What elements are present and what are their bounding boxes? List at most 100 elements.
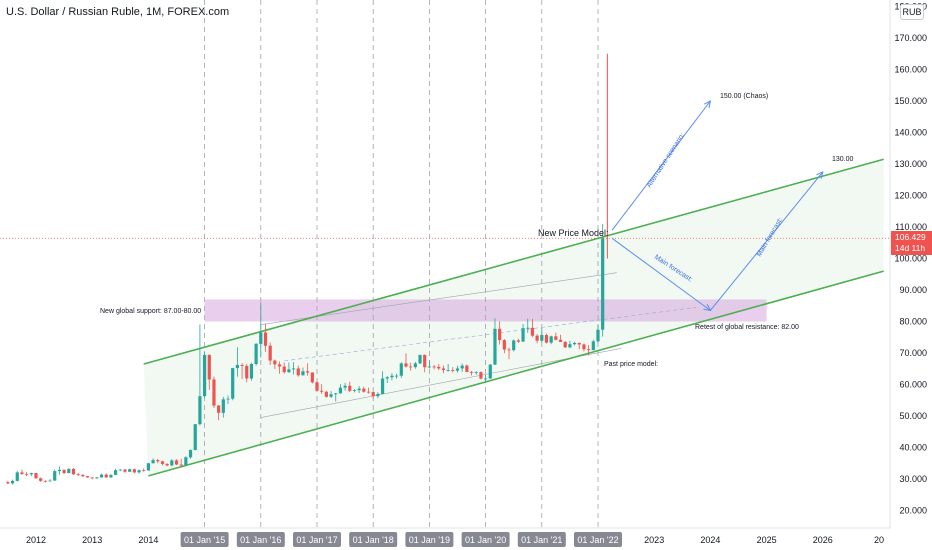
candle-body (455, 368, 460, 371)
candle (123, 468, 127, 473)
candle-body (160, 461, 165, 464)
candle-body (67, 468, 71, 474)
candle-body (95, 477, 99, 479)
candle (118, 469, 122, 472)
price-tick-label: 100.000 (894, 254, 927, 264)
candle-body (338, 387, 343, 394)
time-tick-highlight (461, 532, 510, 547)
candle (245, 363, 249, 383)
candle-body (217, 405, 221, 413)
candle-body (432, 366, 436, 368)
candle (484, 374, 488, 382)
past-model-label: Past price model: (604, 361, 658, 368)
candle (315, 381, 319, 392)
candle-body (324, 391, 328, 397)
candle-body (409, 366, 413, 368)
candle (540, 328, 544, 343)
candle (146, 462, 150, 471)
past-model-line (260, 347, 622, 418)
candle (563, 341, 567, 348)
candle-body (540, 335, 544, 341)
candle-body (544, 335, 549, 343)
candle-body (418, 354, 422, 364)
candle-body (488, 364, 492, 379)
time-tick-label: 01 Jan '15 (184, 535, 225, 545)
candle-body (530, 327, 535, 336)
candle-body (137, 470, 141, 473)
candle (151, 458, 155, 464)
candle (254, 342, 258, 366)
candle (212, 376, 216, 409)
candle (469, 370, 474, 376)
candle-body (376, 393, 380, 397)
candle-body (81, 474, 85, 477)
candle (81, 474, 85, 478)
candle-body (282, 366, 286, 373)
candle (502, 339, 506, 354)
candles-layer (6, 223, 605, 485)
candle-body (413, 363, 417, 368)
candle-body (310, 372, 314, 383)
channel-upper-line (143, 158, 884, 365)
candle (582, 343, 586, 352)
candle (376, 392, 380, 399)
candle (558, 334, 563, 342)
candle (409, 362, 413, 371)
candle-body (15, 472, 19, 481)
candle (395, 373, 399, 379)
candle-body (174, 460, 179, 465)
time-tick-label: 2023 (644, 535, 664, 545)
time-tick-label: 2026 (813, 535, 833, 545)
candle-body (352, 390, 357, 391)
candle (48, 479, 52, 482)
candle-body (132, 469, 136, 473)
candle (390, 373, 394, 381)
candle (498, 321, 502, 345)
alt-scenario-label: Alternative scenario: (646, 132, 686, 189)
candle-body (469, 371, 474, 373)
time-tick-highlight (180, 532, 229, 547)
candle (460, 363, 464, 372)
candle-body (357, 388, 361, 391)
candle-body (572, 342, 577, 345)
candle (198, 324, 202, 426)
candle (170, 459, 174, 467)
candle-body (498, 328, 502, 341)
candle (577, 342, 581, 350)
candle (530, 318, 535, 338)
candle (104, 473, 108, 478)
candle (404, 353, 408, 368)
candle-body (165, 463, 169, 466)
candle (20, 469, 24, 475)
candle (568, 340, 572, 349)
candle (371, 391, 375, 399)
forecast-alt-arrow (611, 100, 711, 231)
candle (25, 472, 29, 477)
candle-body (85, 476, 90, 478)
candle-body (558, 339, 563, 342)
candle-body (385, 377, 389, 379)
candle-body (151, 460, 155, 464)
candle (174, 459, 179, 466)
candle (76, 472, 80, 477)
currency-button[interactable]: RUB (900, 4, 924, 20)
time-tick-label: 01 Jan '20 (465, 535, 506, 545)
candle (273, 359, 277, 370)
candle-body (493, 328, 497, 365)
candle (366, 387, 371, 394)
candle (544, 333, 549, 344)
price-tick-label: 70.000 (899, 348, 927, 358)
candle-body (526, 327, 530, 329)
candle (132, 468, 136, 474)
time-tick-highlight (236, 532, 285, 547)
candle-body (591, 341, 595, 351)
candle (521, 324, 525, 342)
candle-body (512, 340, 516, 351)
candle-body (188, 450, 193, 458)
candle-body (123, 469, 127, 472)
last-price-value: 106.429 (895, 232, 926, 242)
candle (418, 354, 422, 365)
time-tick-label: 01 Jan '21 (521, 535, 562, 545)
candle (95, 476, 99, 479)
